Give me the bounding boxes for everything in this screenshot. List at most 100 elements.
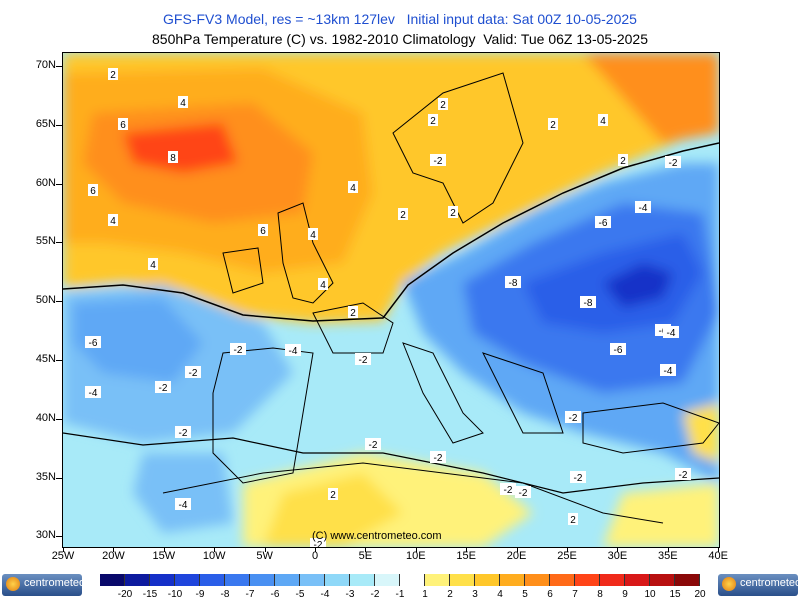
coastline-balkans — [482, 352, 564, 434]
contour-label: -2 — [355, 353, 371, 366]
svg-text:-8: -8 — [584, 298, 593, 309]
contour-label: 4 — [148, 258, 158, 271]
lon-label: 30E — [607, 550, 628, 562]
contour-label: -2 — [570, 471, 586, 484]
contour-label: 2 — [108, 68, 118, 81]
lat-label: 65N — [35, 117, 56, 130]
svg-text:-2: -2 — [434, 156, 443, 167]
contour-label: 2 — [348, 306, 358, 319]
lon-label: 15W — [152, 550, 176, 562]
svg-text:-4: -4 — [89, 388, 98, 399]
svg-text:-4: -4 — [664, 366, 673, 377]
coastline-france — [312, 302, 394, 354]
contour-label: -4 — [175, 498, 191, 511]
lon-tick — [718, 547, 720, 552]
brand-globe-icon — [6, 577, 20, 591]
svg-text:-2: -2 — [369, 440, 378, 451]
contour-label: -2 — [430, 451, 446, 464]
lon-tick — [163, 547, 165, 552]
colorbar-label: -6 — [270, 589, 280, 600]
lon-tick — [63, 547, 64, 552]
colorbar-label: -15 — [142, 589, 158, 600]
lat-tick — [56, 124, 62, 126]
lon-label: 25E — [557, 550, 577, 562]
svg-text:2: 2 — [570, 515, 576, 526]
lat-tick — [56, 477, 62, 479]
lon-label: 0 — [311, 550, 319, 562]
lat-label: 70N — [35, 59, 56, 71]
svg-text:4: 4 — [150, 260, 156, 271]
colorbar-segment — [125, 574, 150, 586]
colorbar-label: -7 — [245, 589, 255, 600]
contour-label: 4 — [108, 214, 118, 227]
colorbar-segment — [475, 574, 500, 586]
colorbar-segment — [175, 574, 200, 586]
lat-tick — [56, 536, 62, 538]
colorbar-label: -2 — [370, 589, 380, 600]
contour-label: -4 — [635, 201, 651, 214]
lat-tick — [56, 242, 62, 244]
brand-globe-icon — [722, 577, 736, 591]
lat-tick — [56, 418, 62, 420]
svg-text:-4: -4 — [179, 500, 188, 511]
brand-logo-right[interactable]: centrometeo — [718, 574, 800, 596]
contour-label: -2 — [675, 468, 691, 481]
svg-text:-2: -2 — [519, 488, 528, 499]
lon-tick — [516, 547, 518, 552]
colorbar-label: 9 — [622, 589, 628, 600]
contour-label: 2 — [438, 98, 448, 111]
colorbar-label: 1 — [422, 589, 428, 600]
lon-tick — [214, 547, 216, 552]
colorbar — [100, 574, 700, 586]
contour-labels: 2468644242422264242-2-2-4-6-8-8-6-6-4-6-… — [85, 68, 691, 547]
contour-label: -2 — [175, 426, 191, 439]
colorbar-label: 8 — [597, 589, 603, 600]
svg-text:2: 2 — [440, 100, 446, 111]
lon-label: 5W — [256, 550, 273, 562]
lat-label: 40N — [35, 411, 56, 424]
svg-text:-2: -2 — [574, 473, 583, 484]
levant-warm — [683, 403, 719, 463]
colorbar-segment — [525, 574, 550, 586]
lat-label: 35N — [35, 470, 56, 483]
svg-text:-8: -8 — [509, 278, 518, 289]
contour-label: -2 — [155, 381, 171, 394]
contour-label: 4 — [348, 181, 358, 194]
svg-text:6: 6 — [260, 226, 266, 237]
colorbar-segment — [300, 574, 325, 586]
lon-label: 35E — [658, 550, 678, 562]
coastline-scandinavia — [392, 72, 524, 224]
lon-label: 20E — [506, 550, 527, 562]
svg-text:2: 2 — [350, 308, 356, 319]
lat-label: 55N — [35, 235, 56, 248]
colorbar-label: 3 — [472, 589, 478, 600]
colorbar-segment — [400, 574, 425, 586]
contour-label: -2 — [565, 411, 581, 424]
colorbar-label: -8 — [220, 589, 230, 600]
svg-text:2: 2 — [430, 116, 436, 127]
lon-label: 20W — [102, 550, 125, 562]
svg-text:-2: -2 — [314, 540, 323, 547]
contour-label: -2 — [515, 486, 531, 499]
colorbar-label: 4 — [497, 589, 503, 600]
lon-tick — [617, 547, 619, 552]
brand-logo-left[interactable]: centrometeo — [2, 574, 85, 596]
lat-label: 60N — [35, 176, 56, 189]
svg-text:-4: -4 — [639, 203, 648, 214]
lat-tick — [56, 301, 62, 303]
colorbar-label: -9 — [195, 589, 205, 600]
contour-label: -4 — [85, 386, 101, 399]
colorbar-label: 2 — [447, 589, 453, 600]
contour-label: 2 — [328, 488, 338, 501]
colorbar-label: 20 — [694, 589, 706, 600]
svg-text:2: 2 — [620, 156, 626, 167]
colorbar-segment — [625, 574, 650, 586]
svg-text:4: 4 — [180, 98, 186, 109]
warm-east-edge — [583, 53, 719, 143]
contour-label: -2 — [310, 538, 326, 547]
lon-tick — [567, 547, 568, 552]
cold-peak — [603, 263, 673, 308]
colorbar-segment — [275, 574, 300, 586]
lat-label: 50N — [35, 294, 56, 307]
contour-label: 4 — [598, 114, 608, 127]
